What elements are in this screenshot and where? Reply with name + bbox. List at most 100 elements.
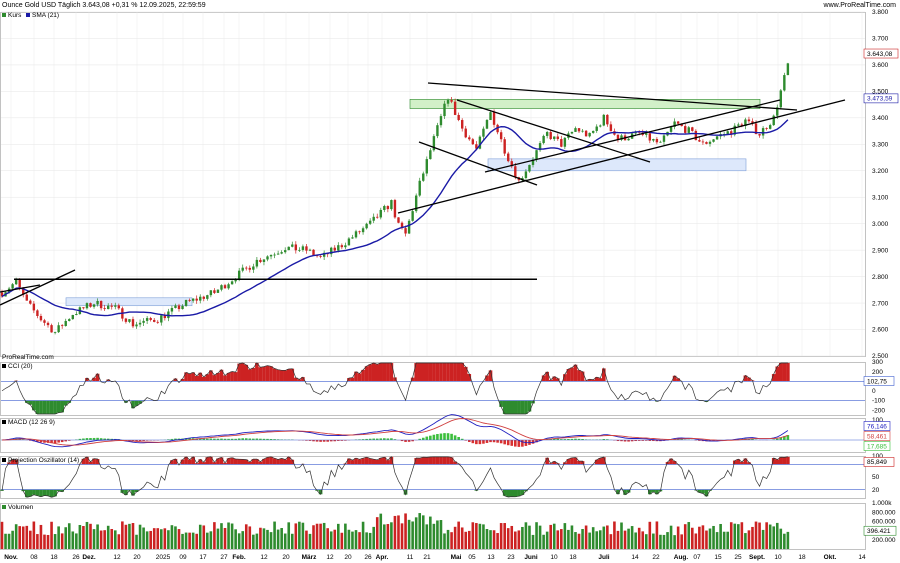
macd-hist-bar [18,438,21,440]
projection-fill-down [697,489,702,493]
projection-fill-up [237,459,241,465]
cci-fill-up [240,362,245,382]
volume-bar [754,521,758,549]
projection-fill-up [255,459,259,465]
macd-hist-bar [644,440,648,441]
volume-bar [425,524,429,549]
cci-fill-up [555,378,560,382]
volume-bar [514,531,517,549]
x-tick-label: 08 [30,554,38,561]
candle-body [461,120,464,129]
projection-fill-up [382,457,387,465]
cci-fill-up [435,362,440,382]
volume-bar [319,523,322,549]
site-label[interactable]: www.ProRealTime.com [823,2,896,9]
cci-fill-down [67,400,72,403]
cci-fill-up [577,370,581,382]
cci-y-tick: 200 [872,369,883,376]
projection-fill-up [386,460,390,465]
volume-bar [429,516,432,549]
macd-legend: MACD (12 26 9) [8,419,55,426]
volume-bar [602,526,606,549]
projection-fill-up [453,461,457,465]
y-tick-label: 3.400 [872,115,889,122]
macd-hist-bar [273,439,276,440]
candle-body [46,322,50,326]
cci-fill-up [212,375,217,382]
projection-fill-up [88,461,93,465]
volume-bar [21,526,25,549]
volume-bar [128,523,131,549]
cci-fill-up [286,369,291,382]
cci-fill-down [63,400,68,406]
volume-bar [563,523,567,549]
x-tick-label: Juni [524,554,538,561]
cci-fill-up [106,379,110,382]
cci-fill-up [786,362,790,382]
x-tick-label: Nov. [4,554,18,561]
candle-body [276,253,280,255]
cci-fill-up [226,372,231,382]
candle-body [174,305,177,308]
volume-bar [75,533,78,549]
macd-hist-bar [386,438,390,440]
macd-hist-bar [786,435,790,440]
macd-hist-bar [36,440,39,442]
volume-bar [482,524,485,549]
x-tick-label: 20 [344,554,352,561]
candle-body [103,308,106,310]
volume-bar [761,529,765,549]
candle-body [50,325,53,333]
projection-fill-up [240,459,245,465]
volume-bar [683,524,687,549]
candle-body [92,304,96,307]
candle-body [432,136,436,151]
macd-hist-bar [783,436,786,440]
cci-fill-up [209,370,213,382]
candle-body [390,200,393,210]
projection-fill-down [655,489,659,495]
candle-body [156,321,159,323]
trendline [484,99,781,173]
macd-hist-bar [230,438,234,440]
candle-body [730,131,733,135]
cci-fill-up [205,374,210,382]
projection-fill-up [170,460,174,465]
macd-hist-bar [390,438,393,440]
volume-bar [680,534,683,549]
y-tick-label: 3.500 [872,89,889,96]
x-tick-label: März [302,554,318,561]
candle-body [39,315,43,321]
macd-hist-bar [623,440,627,442]
cci-fill-up [602,368,606,382]
macd-hist-bar [517,440,521,447]
volume-bar [676,526,680,549]
projection-fill-up [389,456,394,465]
candle-body [659,141,662,143]
cci-fill-up [382,362,387,382]
projection-fill-up [577,461,581,465]
macd-hist-bar [779,437,783,440]
macd-hist-bar [521,440,524,447]
macd-hist-bar [46,440,50,443]
candle-body [620,135,623,140]
candle-body [492,112,496,125]
macd-hist-bar [453,435,457,440]
candle-body [131,319,135,327]
projection-fill-down [28,489,33,497]
macd-hist-bar [712,440,715,442]
cci-fill-up [248,369,252,382]
projection-fill-up [85,456,89,465]
candle-body [216,289,220,293]
candle-body [57,325,60,333]
macd-hist-bar [21,439,25,440]
projection-fill-down [39,489,43,497]
candle-body [376,216,379,218]
cci-fill-up [194,375,199,382]
legend-swatch [2,364,6,368]
candle-body [627,138,630,141]
candle-body [765,128,768,129]
candle-body [358,231,361,233]
candle-body [397,217,400,223]
